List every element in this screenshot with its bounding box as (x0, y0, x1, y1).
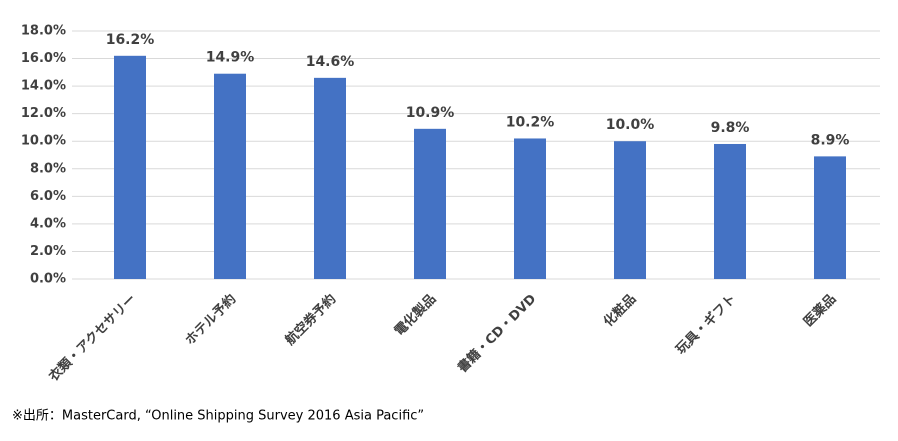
x-tick-label: 衣類・アクセサリー (46, 291, 140, 385)
bar (614, 141, 646, 279)
y-tick-label: 10.0% (21, 134, 66, 149)
source-note: ※出所：MasterCard, “Online Shipping Survey … (12, 409, 424, 424)
x-tick-label: ホテル予約 (182, 291, 239, 348)
y-tick-label: 2.0% (30, 244, 66, 259)
bar (414, 128, 446, 279)
bar (114, 55, 146, 279)
x-tick-label: 化粧品 (600, 291, 639, 330)
y-tick-label: 16.0% (21, 51, 66, 66)
value-label: 8.9% (811, 132, 850, 148)
bar (314, 77, 346, 279)
bar (214, 73, 246, 279)
value-label: 16.2% (106, 32, 155, 48)
x-tick-label: 航空券予約 (282, 291, 339, 348)
y-tick-label: 4.0% (30, 216, 66, 231)
value-label: 14.6% (306, 54, 355, 70)
value-label: 10.2% (506, 114, 555, 130)
bar (514, 138, 546, 279)
x-tick-label: 医薬品 (800, 291, 839, 330)
x-tick-label: 書籍・CD・DVD (454, 291, 539, 376)
value-label: 10.0% (606, 117, 655, 133)
bar (814, 156, 846, 279)
y-tick-label: 0.0% (30, 272, 66, 287)
bar (714, 143, 746, 279)
y-tick-label: 6.0% (30, 189, 66, 204)
x-tick-label: 電化製品 (391, 291, 439, 339)
x-tick-label: 玩具・ギフト (673, 291, 739, 357)
value-label: 14.9% (206, 50, 255, 66)
y-tick-label: 8.0% (30, 161, 66, 176)
y-tick-label: 14.0% (21, 79, 66, 94)
y-tick-label: 18.0% (21, 24, 66, 39)
value-label: 10.9% (406, 105, 455, 121)
value-label: 9.8% (711, 120, 750, 136)
y-tick-label: 12.0% (21, 106, 66, 121)
